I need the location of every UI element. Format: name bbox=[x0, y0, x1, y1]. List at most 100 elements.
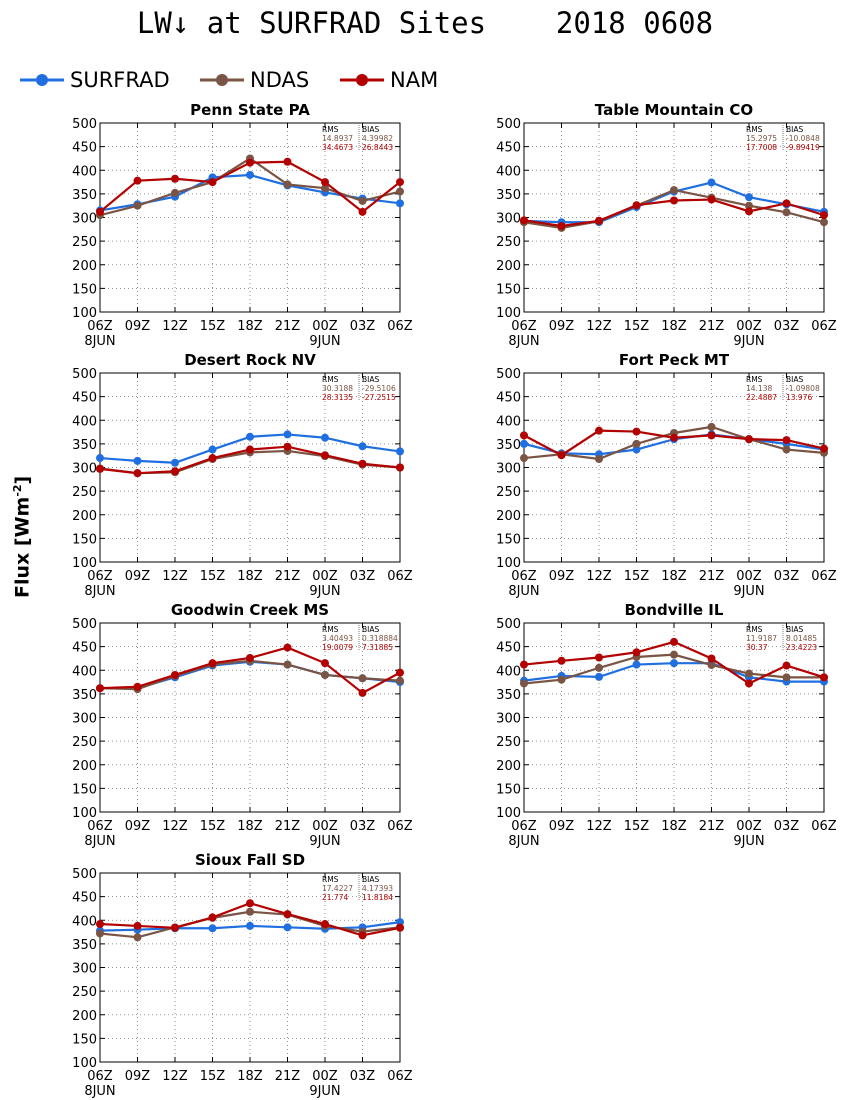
data-point-nam bbox=[171, 923, 179, 932]
data-point-ndas bbox=[595, 454, 603, 463]
x-tick-label: 12Z bbox=[162, 319, 188, 334]
x-tick-label: 18Z bbox=[661, 569, 687, 584]
data-point-nam bbox=[595, 216, 603, 225]
stats-header-rms: RMS bbox=[322, 875, 339, 884]
x-tick-label: 06Z bbox=[387, 569, 413, 584]
x-tick-label: 03Z bbox=[350, 569, 376, 584]
data-point-nam bbox=[557, 656, 566, 665]
y-tick-label: 250 bbox=[72, 235, 97, 250]
x-tick-label: 21Z bbox=[699, 569, 725, 584]
stats-rms-nam: 22.4887 bbox=[746, 393, 777, 402]
data-point-nam bbox=[707, 654, 716, 663]
stats-rms-ndas: 11.9187 bbox=[746, 634, 777, 643]
stats-header-rms: RMS bbox=[322, 125, 339, 134]
panel-goodwin-creek-ms: Goodwin Creek MS 100 150 200 250 300 350 400 450… bbox=[72, 601, 413, 849]
data-point-surfrad bbox=[707, 178, 716, 187]
data-point-surfrad bbox=[358, 442, 367, 451]
data-point-surfrad bbox=[246, 432, 254, 441]
x-date-label: 8JUN bbox=[508, 834, 539, 849]
series-line-nam bbox=[99, 160, 401, 214]
stats-bias-ndas: -1.09808 bbox=[786, 384, 820, 393]
data-point-surfrad bbox=[208, 924, 217, 933]
x-tick-label: 00Z bbox=[312, 319, 338, 334]
data-point-nam bbox=[208, 659, 217, 668]
data-point-ndas bbox=[670, 650, 678, 659]
panel-title: Table Mountain CO bbox=[595, 101, 753, 119]
x-tick-label: 21Z bbox=[275, 1069, 301, 1084]
stats-rms-nam: 17.7008 bbox=[746, 143, 777, 152]
data-point-ndas bbox=[96, 929, 104, 938]
x-tick-label: 18Z bbox=[237, 569, 263, 584]
stats-rms-ndas: 14.8937 bbox=[322, 134, 353, 143]
data-point-nam bbox=[520, 660, 528, 669]
x-date-label: 8JUN bbox=[84, 334, 115, 349]
x-tick-label: 06Z bbox=[511, 319, 537, 334]
data-point-surfrad bbox=[396, 199, 404, 208]
data-point-ndas bbox=[321, 670, 329, 679]
y-tick-label: 300 bbox=[496, 462, 521, 477]
x-tick-label: 03Z bbox=[774, 319, 800, 334]
x-tick-label: 00Z bbox=[312, 1069, 338, 1084]
data-point-ndas bbox=[707, 422, 716, 431]
legend-marker-nam bbox=[340, 74, 384, 86]
data-point-surfrad bbox=[96, 454, 104, 463]
y-tick-label: 500 bbox=[72, 867, 97, 882]
stats-header-rms: RMS bbox=[322, 625, 339, 634]
data-point-nam bbox=[96, 464, 104, 473]
data-point-nam bbox=[208, 913, 217, 922]
y-tick-label: 200 bbox=[496, 259, 521, 274]
data-point-ndas bbox=[595, 663, 603, 672]
y-tick-label: 200 bbox=[496, 509, 521, 524]
data-point-nam bbox=[358, 931, 367, 940]
data-point-nam bbox=[208, 454, 217, 463]
x-date-label: 8JUN bbox=[508, 334, 539, 349]
y-tick-label: 400 bbox=[72, 164, 97, 179]
y-tick-label: 350 bbox=[496, 188, 521, 203]
y-tick-label: 200 bbox=[72, 509, 97, 524]
data-point-nam bbox=[707, 431, 716, 440]
x-tick-label: 09Z bbox=[125, 819, 151, 834]
page-title: LW↓ at SURFRAD Sites 2018 0608 bbox=[136, 6, 714, 40]
stats-bias-nam: 23.4223 bbox=[786, 643, 817, 652]
data-point-surfrad bbox=[321, 433, 329, 442]
stats-bias-nam: 13.976 bbox=[786, 393, 812, 402]
x-tick-label: 15Z bbox=[624, 819, 650, 834]
y-tick-label: 200 bbox=[496, 759, 521, 774]
x-tick-label: 06Z bbox=[811, 319, 837, 334]
legend-dot-surfrad bbox=[36, 74, 48, 86]
x-tick-label: 12Z bbox=[162, 569, 188, 584]
data-point-nam bbox=[283, 157, 292, 166]
x-tick-label: 18Z bbox=[237, 1069, 263, 1084]
data-point-nam bbox=[246, 158, 254, 167]
y-tick-label: 400 bbox=[496, 414, 521, 429]
x-date-label: 9JUN bbox=[733, 834, 764, 849]
legend-label-surfrad: SURFRAD bbox=[70, 68, 170, 92]
stats-bias-ndas: 8.01485 bbox=[786, 634, 817, 643]
x-tick-label: 03Z bbox=[350, 1069, 376, 1084]
x-date-label: 9JUN bbox=[309, 584, 340, 599]
y-tick-label: 250 bbox=[72, 485, 97, 500]
data-point-ndas bbox=[632, 439, 641, 448]
data-point-ndas bbox=[820, 218, 828, 227]
x-tick-label: 06Z bbox=[387, 819, 413, 834]
data-point-nam bbox=[321, 178, 329, 187]
data-point-nam bbox=[707, 195, 716, 204]
data-point-nam bbox=[520, 216, 528, 225]
data-point-nam bbox=[358, 688, 367, 697]
x-tick-label: 09Z bbox=[125, 319, 151, 334]
data-point-surfrad bbox=[396, 447, 404, 456]
x-tick-label: 15Z bbox=[200, 569, 226, 584]
data-point-surfrad bbox=[283, 923, 292, 932]
x-tick-label: 06Z bbox=[387, 1069, 413, 1084]
y-tick-label: 300 bbox=[72, 962, 97, 977]
stats-header-rms: RMS bbox=[746, 625, 763, 634]
stats-header-bias: BIAS bbox=[786, 375, 803, 384]
panel-title: Sioux Fall SD bbox=[195, 851, 305, 869]
data-point-nam bbox=[670, 637, 678, 646]
data-point-nam bbox=[782, 199, 791, 208]
y-tick-label: 300 bbox=[72, 712, 97, 727]
y-tick-label: 300 bbox=[496, 712, 521, 727]
data-point-surfrad bbox=[283, 430, 292, 439]
x-tick-label: 12Z bbox=[586, 319, 612, 334]
panel-bondville-il: Bondville IL 100 150 200 250 300 350 400 450 500 0… bbox=[496, 601, 837, 849]
